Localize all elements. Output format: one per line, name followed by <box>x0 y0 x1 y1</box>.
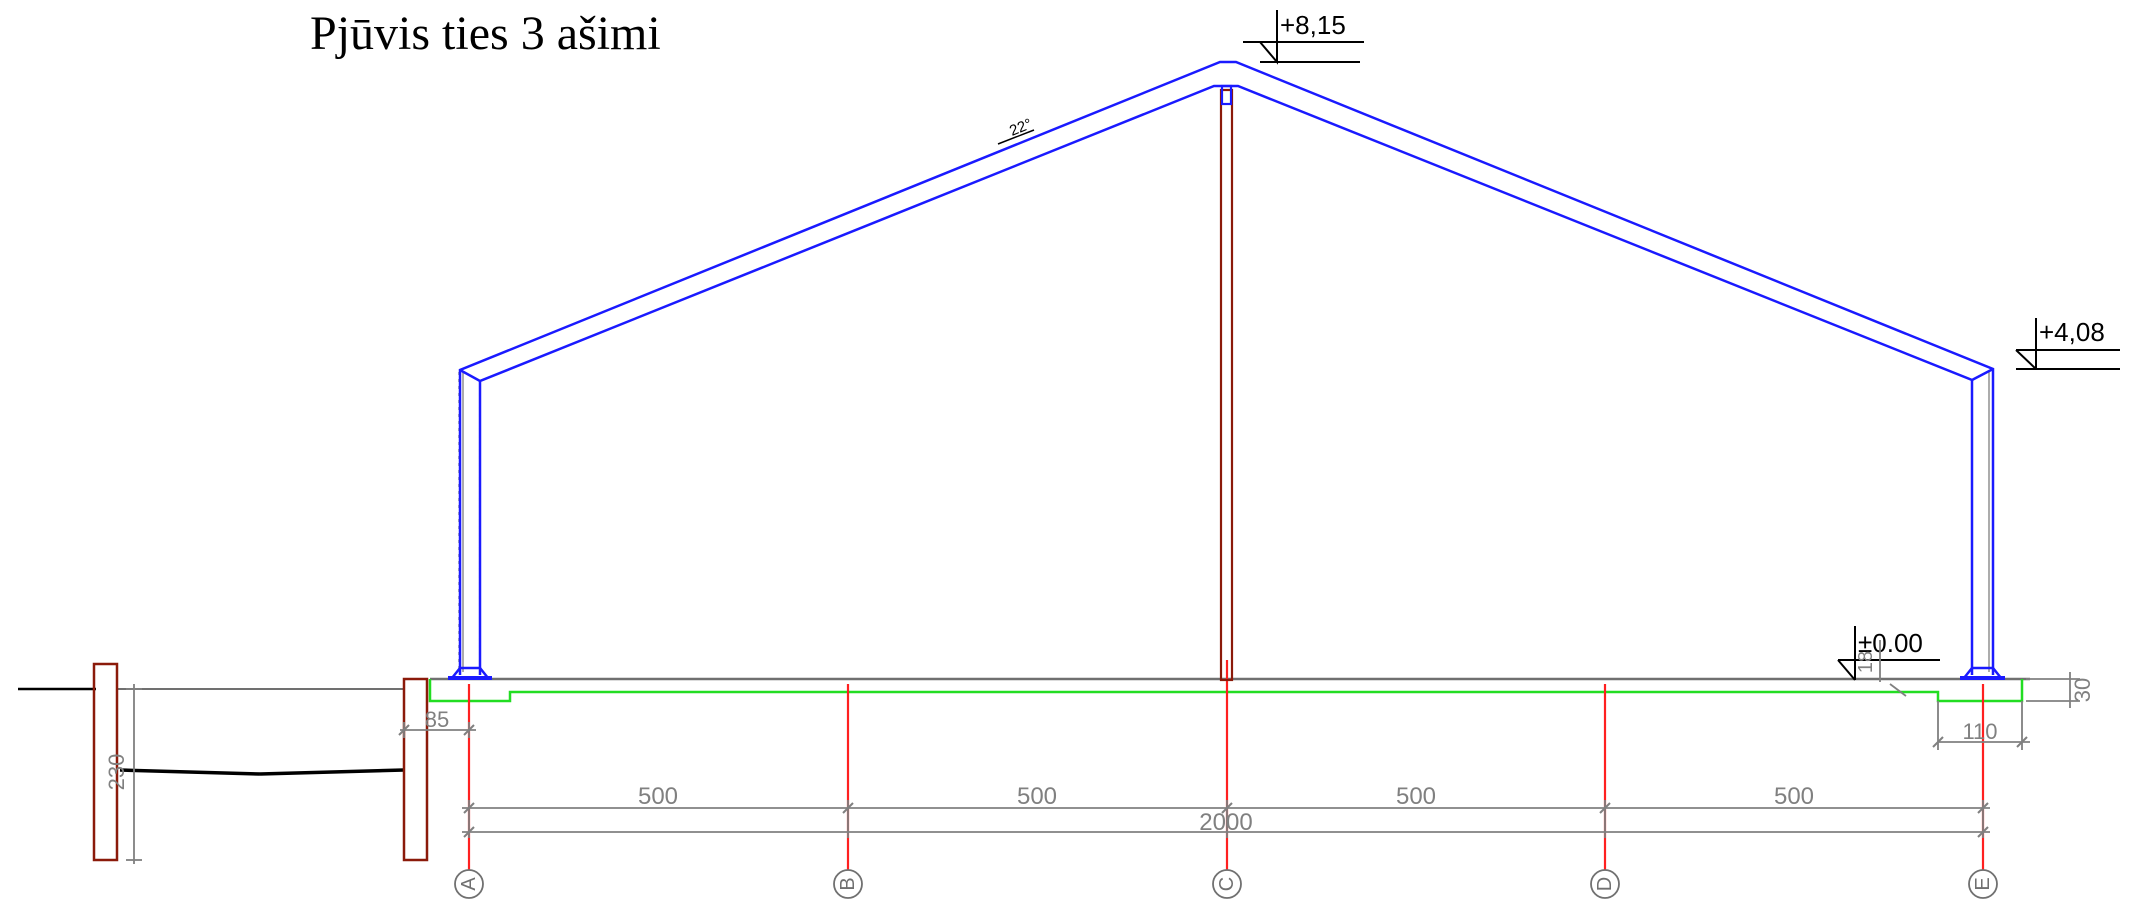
floor-slab <box>428 679 2024 703</box>
svg-text:A: A <box>458 877 480 891</box>
svg-text:+8,15: +8,15 <box>1280 10 1346 40</box>
dim-right-depth: 30 <box>2070 678 2095 702</box>
dim-bay-de: 500 <box>1774 783 1814 810</box>
center-column <box>1219 84 1234 682</box>
svg-text:22°: 22° <box>1007 115 1034 139</box>
dim-bay-ab: 500 <box>638 783 678 810</box>
dim-bay-cd: 500 <box>1396 783 1436 810</box>
axis-bubble-e: E <box>1968 869 1998 899</box>
dim-floor-step: 18 <box>1855 651 1877 673</box>
svg-text:+4,08: +4,08 <box>2039 317 2105 347</box>
level-mark-ridge: +8,15 <box>1243 10 1364 65</box>
axis-bubble-b: B <box>833 869 863 899</box>
axis-bubble-a: A <box>454 869 484 899</box>
dim-right-footing: 110 <box>1962 719 1997 744</box>
svg-text:C: C <box>1216 877 1238 891</box>
svg-text:B: B <box>837 877 859 890</box>
dim-total: 2000 <box>1199 809 1252 836</box>
base-plate-right <box>1960 666 2005 680</box>
base-plate-left <box>448 666 492 680</box>
portal-frame <box>458 60 1995 675</box>
svg-text:D: D <box>1594 877 1616 891</box>
dim-bay-bc: 500 <box>1017 783 1057 810</box>
dim-fence-height: 230 <box>104 754 129 791</box>
fence-post-right <box>402 677 429 862</box>
fence-post-left <box>92 662 119 862</box>
level-mark-floor: ±0.00 <box>1837 626 1940 681</box>
level-mark-eave: +4,08 <box>2015 317 2120 370</box>
axis-bubble-c: C <box>1212 869 1242 899</box>
axis-bubble-d: D <box>1590 869 1620 899</box>
svg-text:±0.00: ±0.00 <box>1858 628 1923 658</box>
dimension-lines <box>126 640 2080 864</box>
svg-text:E: E <box>1972 877 1994 890</box>
drawing-title: Pjūvis ties 3 ašimi <box>310 7 661 60</box>
dimension-ticks <box>398 724 2028 838</box>
dim-left-offset: 85 <box>425 707 449 732</box>
